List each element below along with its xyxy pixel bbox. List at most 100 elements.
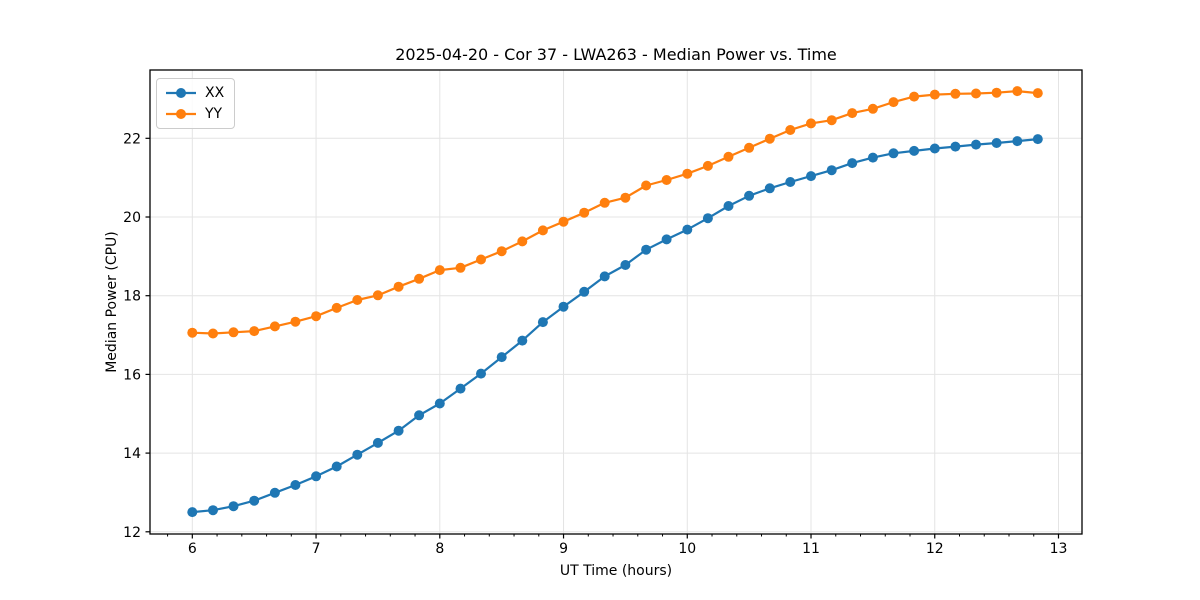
series-yy-marker [1032,88,1043,99]
chart-title: 2025-04-20 - Cor 37 - LWA263 - Median Po… [395,45,837,64]
series-yy-marker [702,160,713,171]
series-yy-marker [971,88,981,99]
series-xx-marker [909,145,920,156]
series-yy-marker [208,328,218,339]
series-yy-marker [414,273,425,284]
series-yy-marker [269,321,280,332]
series-xx-marker [620,260,631,270]
series-xx-marker [434,398,445,409]
y-tick-label: 20 [123,210,141,226]
x-tick-label: 7 [312,541,321,557]
y-tick-label: 22 [123,131,141,147]
y-axis-label: Median Power (CPU) [104,231,120,373]
series-yy-marker [806,118,816,129]
x-tick-label: 6 [188,541,197,557]
x-tick-label: 13 [1050,541,1068,557]
series-xx-marker [826,165,837,176]
series-xx-marker [702,213,713,224]
series-xx-marker [785,177,796,187]
series-yy-marker [661,175,672,185]
x-tick-label: 8 [435,541,444,557]
legend-label-yy: YY [205,106,223,122]
series-xx-marker [455,383,466,394]
series-xx-marker [187,507,198,518]
series-yy-marker [929,89,940,100]
series-xx-marker [290,480,301,490]
legend: XX YY [156,78,236,129]
series-xx-marker [950,141,961,152]
series-xx-marker [269,487,280,498]
series-xx-marker [723,201,734,211]
series-yy-marker [455,262,466,273]
series-yy-marker [517,236,528,247]
x-tick-label: 10 [678,541,696,557]
legend-entry-xx: XX [165,84,224,102]
series-xx-marker [517,335,528,346]
legend-line-yy-icon [166,109,196,119]
series-xx-marker [352,449,363,460]
series-yy-marker [847,108,858,119]
series-yy-marker [785,125,796,135]
series-xx-marker [744,190,755,201]
legend-line-xx-icon [166,88,196,98]
series-xx-marker [991,138,1002,148]
series-xx-marker [579,286,590,297]
series-xx-marker [1032,134,1043,145]
x-tick-label: 11 [802,541,820,557]
legend-label-xx: XX [205,85,225,101]
series-xx-marker [331,461,342,472]
series-xx-marker [414,410,425,421]
series-xx-marker [393,425,404,436]
series-xx-marker [311,471,322,482]
series-yy-marker [909,91,920,102]
series-xx-marker [208,505,218,516]
series-yy-marker [187,327,198,338]
series-yy-marker [476,254,486,265]
series-xx-marker [764,183,775,194]
series-yy-marker [579,207,590,218]
series-xx-marker [661,234,672,245]
series-yy-marker [723,151,734,162]
series-yy-marker [867,103,878,114]
series-yy-marker [682,168,693,179]
series-xx-marker [228,501,239,512]
series-yy-marker [991,87,1002,98]
x-tick-label: 12 [926,541,944,557]
series-xx-marker [847,158,858,169]
series-yy-marker [888,97,899,108]
y-tick-label: 12 [123,525,141,541]
series-xx-marker [249,495,260,506]
series-xx-marker [496,352,507,363]
series-xx-marker [558,301,569,312]
series-yy-marker [228,327,239,338]
series-yy-marker [290,316,301,327]
series-yy-marker [641,180,652,191]
series-yy-marker [393,281,404,292]
series-yy-marker [826,115,837,126]
series-yy-marker [352,295,363,305]
series-xx-line [191,138,1039,514]
series-yy-marker [311,311,322,322]
series-xx-marker [888,148,899,159]
series-yy-marker [599,197,610,208]
series-xx-marker [372,437,383,448]
series-yy-marker [744,142,755,153]
series-yy-marker [764,133,775,144]
series-xx-marker [682,224,693,235]
series-xx-marker [537,317,548,328]
series-xx-marker [476,368,486,379]
x-axis-label: UT Time (hours) [559,563,673,579]
series-xx-marker [1012,136,1023,147]
series-yy-marker [249,326,260,337]
series-xx-marker [971,139,981,150]
series-yy-line [191,89,1039,335]
series-yy-marker [558,216,569,227]
series-yy-marker [496,246,507,257]
series-yy-marker [620,192,631,203]
series-yy-marker [331,302,342,313]
x-tick-label: 9 [559,541,568,557]
series-yy-marker [950,88,961,99]
series-xx-marker [806,171,816,182]
